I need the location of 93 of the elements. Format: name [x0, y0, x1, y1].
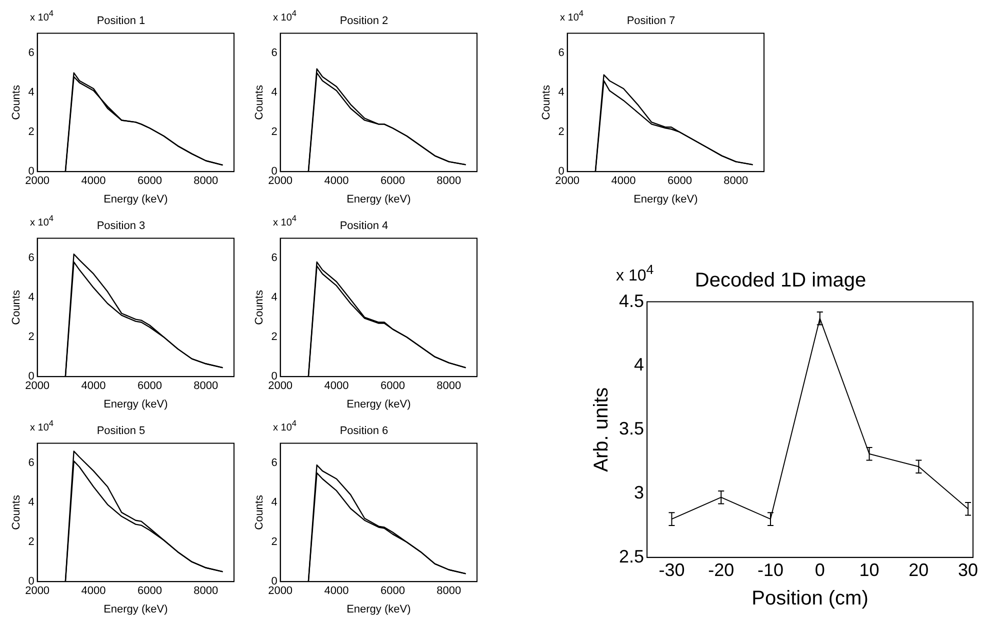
y-tick-label: 2 — [558, 126, 564, 138]
text: x 10$^{4}$ — [30, 213, 54, 228]
y-axis-title: Counts — [254, 494, 266, 530]
y-axis-title: Counts — [10, 494, 23, 530]
y-tick-label: 4 — [271, 496, 278, 509]
chart-title: Position 5 — [96, 425, 146, 438]
x-tick-label: 6000 — [137, 175, 162, 188]
text: x 10$^{4}$ — [273, 418, 297, 434]
x-tick-label: 4000 — [81, 175, 106, 188]
x-tick-label: 8000 — [194, 175, 218, 188]
x-tick-label: 8000 — [194, 585, 218, 598]
y-tick-label: 3 — [634, 482, 644, 502]
x-axis-title: Position (cm) — [752, 588, 868, 610]
x-axis-title: Energy (keV) — [104, 603, 168, 616]
y-tick-label: 4 — [28, 496, 34, 509]
chart-title: Position 7 — [626, 15, 676, 28]
text: x 10$^{4}$ — [273, 213, 297, 228]
y-tick-label: 6 — [28, 252, 34, 264]
text: x 10$^{4}$ — [273, 8, 297, 24]
y-tick-label: 4.5 — [618, 290, 644, 311]
x-tick-label: 0 — [814, 560, 825, 580]
y-axis-title: Counts — [254, 290, 266, 325]
y-tick-label: 6 — [28, 457, 34, 470]
y-axis-title: Counts — [10, 84, 23, 120]
x-axis-title: Energy (keV) — [104, 193, 168, 206]
y-tick-label: 2 — [28, 536, 34, 548]
x-tick-label: 4000 — [324, 175, 349, 188]
chart-title: Position 6 — [340, 425, 388, 438]
x-tick-label: 8000 — [436, 585, 462, 598]
y-tick-label: 2 — [28, 126, 34, 138]
y-tick-label: 2 — [28, 331, 34, 344]
y-tick-label: 6 — [558, 47, 564, 60]
x-axis-title: Energy (keV) — [634, 193, 698, 206]
y-axis-title: Counts — [540, 84, 553, 120]
x-tick-label: 4000 — [81, 585, 106, 598]
x-tick-label: 2000 — [268, 175, 293, 188]
y-tick-label: 4 — [634, 354, 644, 375]
x-tick-label: -10 — [757, 560, 784, 580]
chart-title: Position 4 — [340, 220, 388, 232]
x-tick-label: 6000 — [380, 175, 405, 188]
x-tick-label: 8000 — [194, 380, 218, 392]
x-tick-label: 8000 — [724, 175, 748, 188]
x-tick-label: 8000 — [436, 175, 462, 188]
y-tick-label: 2 — [271, 126, 278, 138]
text: x 10$^{4}$ — [616, 262, 654, 286]
y-tick-label: 6 — [271, 252, 278, 264]
x-tick-label: 4000 — [611, 175, 636, 188]
y-tick-label: 6 — [28, 47, 34, 60]
y-axis-title: Arb. units — [590, 387, 613, 472]
x-tick-label: 30 — [958, 560, 978, 580]
y-tick-label: 2.5 — [618, 546, 644, 566]
chart-title: Position 2 — [340, 15, 388, 28]
y-tick-label: 3.5 — [618, 418, 644, 439]
chart-title: Position 1 — [96, 15, 146, 28]
x-tick-label: 6000 — [380, 380, 405, 392]
y-tick-label: 4 — [271, 86, 278, 99]
x-axis-title: Energy (keV) — [346, 603, 411, 616]
y-axis-title: Counts — [254, 84, 266, 120]
x-axis-title: Energy (keV) — [346, 398, 411, 410]
y-tick-label: 4 — [28, 86, 34, 99]
text: x 10$^{4}$ — [30, 418, 54, 434]
x-tick-label: 4000 — [324, 585, 349, 598]
x-tick-label: 2000 — [555, 175, 580, 188]
x-tick-label: 6000 — [137, 585, 162, 598]
y-tick-label: 4 — [28, 292, 34, 304]
y-tick-label: 4 — [271, 292, 278, 304]
x-tick-label: 6000 — [137, 380, 162, 392]
x-tick-label: 20 — [908, 560, 929, 580]
text: x 10$^{4}$ — [30, 8, 54, 24]
x-tick-label: -30 — [658, 560, 685, 580]
x-tick-label: 4000 — [324, 380, 349, 392]
x-tick-label: 2000 — [268, 380, 293, 392]
x-axis-title: Energy (keV) — [346, 193, 411, 206]
x-tick-label: 6000 — [380, 585, 405, 598]
x-tick-label: 2000 — [268, 585, 293, 598]
y-tick-label: 6 — [271, 457, 278, 470]
chart-title: Position 3 — [96, 220, 146, 232]
text: x 10$^{4}$ — [560, 8, 584, 24]
x-tick-label: 6000 — [667, 175, 692, 188]
y-tick-label: 6 — [271, 47, 278, 60]
chart-title: Decoded 1D image — [694, 269, 866, 292]
x-axis-title: Energy (keV) — [104, 398, 168, 410]
x-tick-label: 8000 — [436, 380, 462, 392]
x-tick-label: -20 — [708, 560, 734, 580]
x-tick-label: 2000 — [25, 175, 50, 188]
y-tick-label: 2 — [271, 331, 278, 344]
y-tick-label: 2 — [271, 536, 278, 548]
y-tick-label: 4 — [558, 86, 564, 99]
x-tick-label: 2000 — [25, 585, 50, 598]
x-tick-label: 2000 — [25, 380, 50, 392]
x-tick-label: 4000 — [81, 380, 106, 392]
x-tick-label: 10 — [859, 560, 880, 580]
y-axis-title: Counts — [10, 290, 23, 325]
